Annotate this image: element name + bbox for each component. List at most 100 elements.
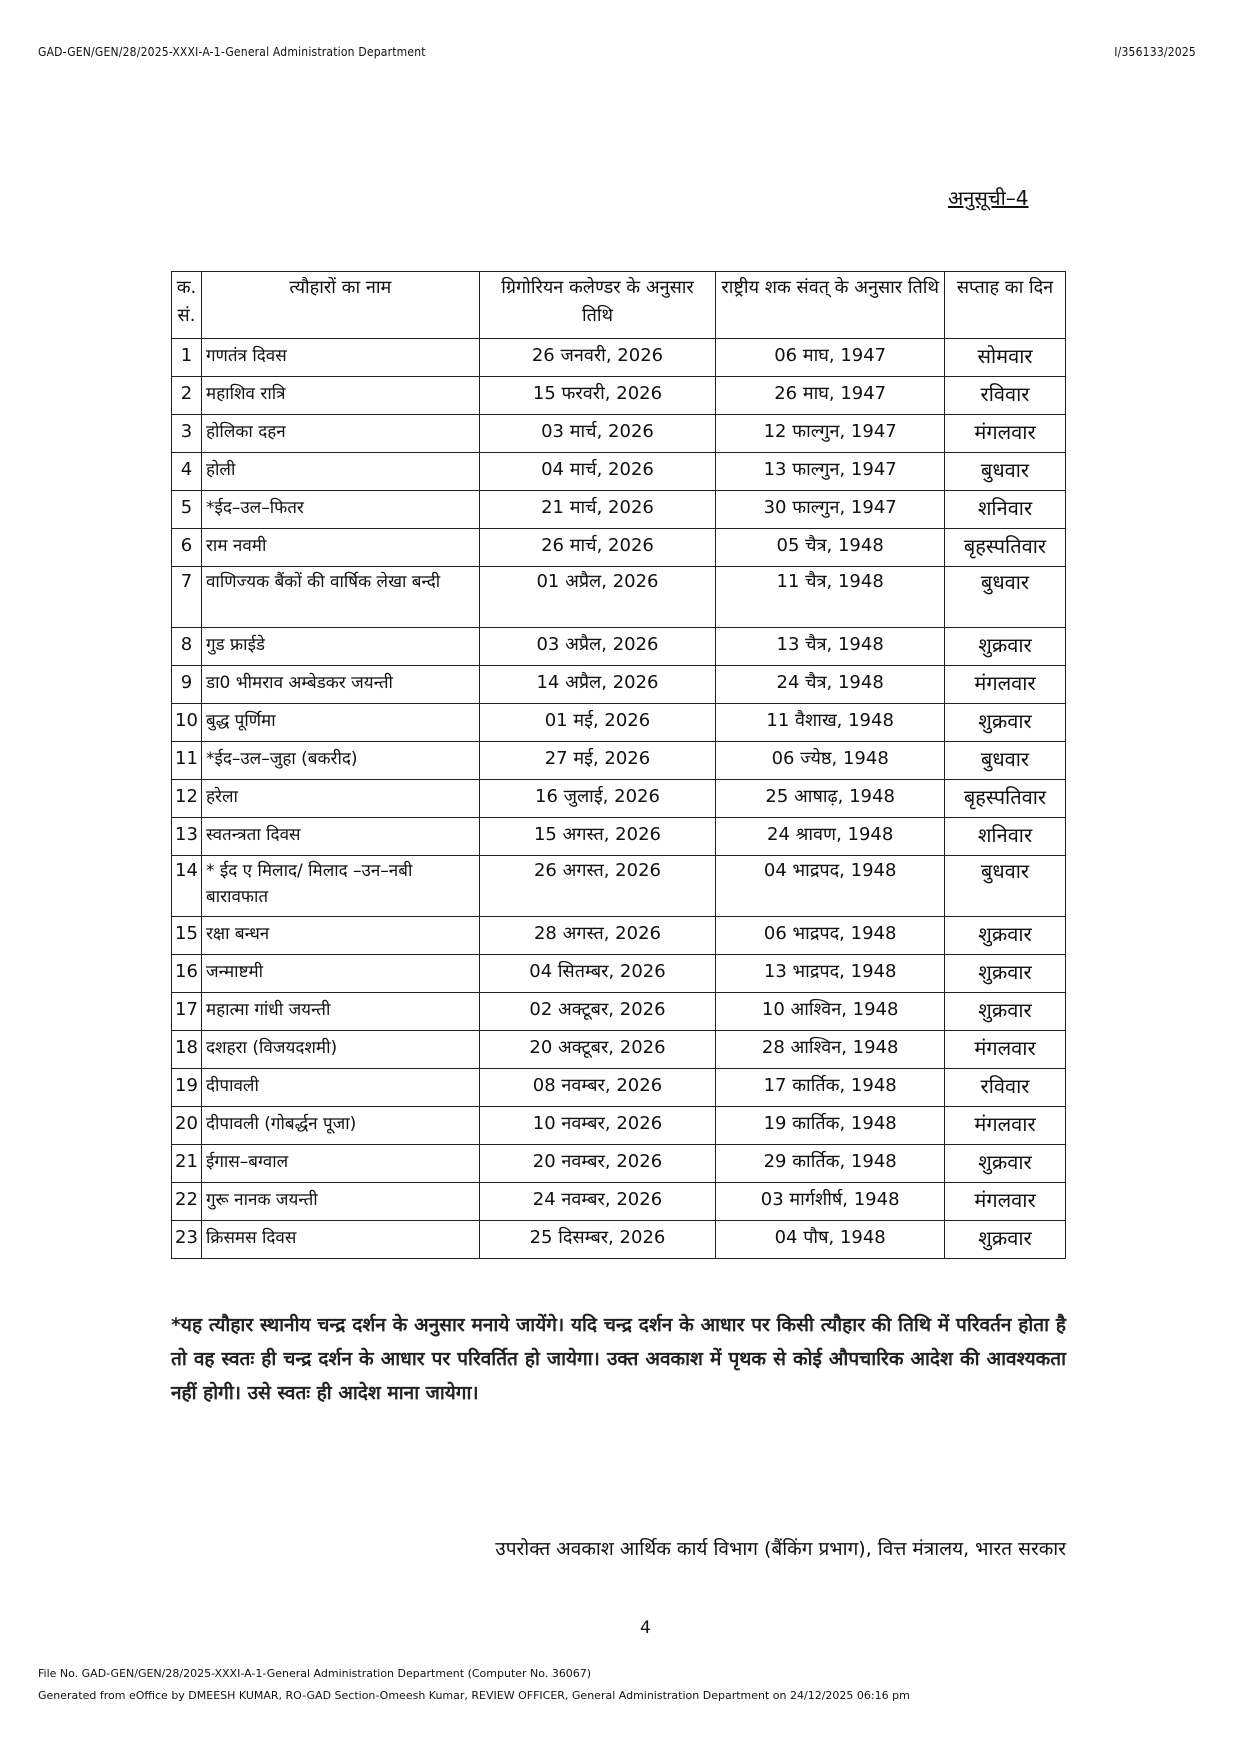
source-credit: उपरोक्त अवकाश आर्थिक कार्य विभाग (बैंकिं… (495, 1538, 1066, 1560)
weekday-cell: मंगलवार (944, 665, 1066, 704)
footnote: *यह त्यौहार स्थानीय चन्द्र दर्शन के अनुस… (171, 1314, 1066, 1404)
schedule-label: अनुसूची–4 (948, 186, 1029, 210)
header-doc-id: I/356133/2025 (1114, 45, 1196, 59)
table-row: 10 बुद्ध पूर्णिमा 01 मई, 2026 11 वैशाख, 194… (171, 703, 1066, 742)
table-row: 9 डा0 भीमराव अम्बेडकर जयन्ती 14 अप्रैल, 20… (171, 665, 1066, 704)
serial-cell: 13 (171, 817, 202, 856)
table-row: 12 हरेला 16 जुलाई, 2026 25 आषाढ़, 1948 बृहस्… (171, 779, 1066, 818)
festival-name-cell: दीपावली (गोबर्द्धन पूजा) (200, 1106, 480, 1145)
gregorian-date-cell: 01 अप्रैल, 2026 (478, 566, 717, 628)
gregorian-date-cell: 26 मार्च, 2026 (478, 528, 717, 567)
weekday-cell: मंगलवार (944, 1182, 1066, 1221)
weekday-cell: शुक्रवार (944, 916, 1066, 955)
gregorian-date-cell: 15 फरवरी, 2026 (478, 376, 717, 415)
weekday-cell: शनिवार (944, 817, 1066, 856)
weekday-cell: शुक्रवार (944, 1144, 1066, 1183)
table-row: 14 * ईद ए मिलाद/ मिलाद –उन–नबी बारावफात 26… (171, 855, 1066, 917)
serial-cell: 11 (171, 741, 202, 780)
weekday-cell: शुक्रवार (944, 992, 1066, 1031)
serial-cell: 14 (171, 855, 202, 917)
saka-date-cell: 04 पौष, 1948 (715, 1220, 946, 1259)
serial-cell: 18 (171, 1030, 202, 1069)
saka-date-cell: 13 चैत्र, 1948 (715, 627, 946, 666)
saka-date-cell: 12 फाल्गुन, 1947 (715, 414, 946, 453)
gregorian-date-cell: 20 अक्टूबर, 2026 (478, 1030, 717, 1069)
gregorian-date-cell: 20 नवम्बर, 2026 (478, 1144, 717, 1183)
gregorian-date-cell: 10 नवम्बर, 2026 (478, 1106, 717, 1145)
table-row: 16 जन्माष्टमी 04 सितम्बर, 2026 13 भाद्रपद, … (171, 954, 1066, 993)
serial-cell: 19 (171, 1068, 202, 1107)
festival-name-cell: होलिका दहन (200, 414, 480, 453)
saka-date-cell: 06 माघ, 1947 (715, 338, 946, 377)
weekday-cell: रविवार (944, 1068, 1066, 1107)
saka-date-cell: 29 कार्तिक, 1948 (715, 1144, 946, 1183)
weekday-cell: मंगलवार (944, 414, 1066, 453)
weekday-cell: सोमवार (944, 338, 1066, 377)
footer-file-no: File No. GAD-GEN/GEN/28/2025-XXXI-A-1-Ge… (38, 1667, 592, 1680)
weekday-cell: शुक्रवार (944, 1220, 1066, 1259)
table-row: 2 महाशिव रात्रि 15 फरवरी, 2026 26 माघ, 1947… (171, 376, 1066, 415)
festival-name-cell: *ईद–उल–जुहा (बकरीद) (200, 741, 480, 780)
serial-cell: 12 (171, 779, 202, 818)
serial-cell: 22 (171, 1182, 202, 1221)
saka-date-cell: 26 माघ, 1947 (715, 376, 946, 415)
table-row: 15 रक्षा बन्धन 28 अगस्त, 2026 06 भाद्रपद, 1… (171, 916, 1066, 955)
weekday-cell: बृहस्पतिवार (944, 528, 1066, 567)
saka-date-cell: 24 श्रावण, 1948 (715, 817, 946, 856)
weekday-cell: मंगलवार (944, 1030, 1066, 1069)
column-header: सप्ताह का दिन (944, 271, 1066, 339)
serial-cell: 15 (171, 916, 202, 955)
serial-cell: 17 (171, 992, 202, 1031)
saka-date-cell: 11 चैत्र, 1948 (715, 566, 946, 628)
table-row: 3 होलिका दहन 03 मार्च, 2026 12 फाल्गुन, 194… (171, 414, 1066, 453)
footer-generated: Generated from eOffice by DMEESH KUMAR, … (38, 1689, 910, 1702)
serial-cell: 21 (171, 1144, 202, 1183)
table-row: 18 दशहरा (विजयदशमी) 20 अक्टूबर, 2026 28 आश्… (171, 1030, 1066, 1069)
holiday-table: क. सं. त्यौहारों का नाम ग्रिगोरियन कलेण्डर… (171, 271, 1066, 1259)
weekday-cell: मंगलवार (944, 1106, 1066, 1145)
weekday-cell: शुक्रवार (944, 954, 1066, 993)
page-number: 4 (640, 1618, 651, 1638)
column-header: राष्ट्रीय शक संवत् के अनुसार तिथि (715, 271, 946, 339)
gregorian-date-cell: 14 अप्रैल, 2026 (478, 665, 717, 704)
table-row: 6 राम नवमी 26 मार्च, 2026 05 चैत्र, 1948 बृह… (171, 528, 1066, 567)
weekday-cell: बृहस्पतिवार (944, 779, 1066, 818)
weekday-cell: बुधवार (944, 741, 1066, 780)
saka-date-cell: 06 ज्येष्ठ, 1948 (715, 741, 946, 780)
table-row: 1 गणतंत्र दिवस 26 जनवरी, 2026 06 माघ, 1947 स… (171, 338, 1066, 377)
table-row: 13 स्वतन्त्रता दिवस 15 अगस्त, 2026 24 श्राव… (171, 817, 1066, 856)
serial-cell: 6 (171, 528, 202, 567)
festival-name-cell: दीपावली (200, 1068, 480, 1107)
table-row: 7 वाणिज्यक बैंकों की वार्षिक लेखा बन्दी 01… (171, 566, 1066, 628)
gregorian-date-cell: 04 मार्च, 2026 (478, 452, 717, 491)
festival-name-cell: वाणिज्यक बैंकों की वार्षिक लेखा बन्दी (200, 566, 480, 628)
serial-cell: 9 (171, 665, 202, 704)
serial-cell: 3 (171, 414, 202, 453)
saka-date-cell: 19 कार्तिक, 1948 (715, 1106, 946, 1145)
column-header: ग्रिगोरियन कलेण्डर के अनुसार तिथि (478, 271, 717, 339)
saka-date-cell: 10 आश्विन, 1948 (715, 992, 946, 1031)
serial-cell: 16 (171, 954, 202, 993)
saka-date-cell: 03 मार्गशीर्ष, 1948 (715, 1182, 946, 1221)
serial-cell: 5 (171, 490, 202, 529)
table-row: 21 ईगास–बग्वाल 20 नवम्बर, 2026 29 कार्तिक, … (171, 1144, 1066, 1183)
gregorian-date-cell: 04 सितम्बर, 2026 (478, 954, 717, 993)
gregorian-date-cell: 08 नवम्बर, 2026 (478, 1068, 717, 1107)
saka-date-cell: 13 फाल्गुन, 1947 (715, 452, 946, 491)
table-header-row: क. सं. त्यौहारों का नाम ग्रिगोरियन कलेण्डर… (171, 271, 1066, 339)
saka-date-cell: 11 वैशाख, 1948 (715, 703, 946, 742)
serial-cell: 7 (171, 566, 202, 628)
saka-date-cell: 13 भाद्रपद, 1948 (715, 954, 946, 993)
festival-name-cell: गुड फ्राईडे (200, 627, 480, 666)
table-row: 19 दीपावली 08 नवम्बर, 2026 17 कार्तिक, 1948… (171, 1068, 1066, 1107)
saka-date-cell: 04 भाद्रपद, 1948 (715, 855, 946, 917)
gregorian-date-cell: 21 मार्च, 2026 (478, 490, 717, 529)
gregorian-date-cell: 25 दिसम्बर, 2026 (478, 1220, 717, 1259)
gregorian-date-cell: 24 नवम्बर, 2026 (478, 1182, 717, 1221)
table-row: 11 *ईद–उल–जुहा (बकरीद) 27 मई, 2026 06 ज्येष… (171, 741, 1066, 780)
festival-name-cell: * ईद ए मिलाद/ मिलाद –उन–नबी बारावफात (200, 855, 480, 917)
saka-date-cell: 06 भाद्रपद, 1948 (715, 916, 946, 955)
gregorian-date-cell: 03 अप्रैल, 2026 (478, 627, 717, 666)
festival-name-cell: स्वतन्त्रता दिवस (200, 817, 480, 856)
